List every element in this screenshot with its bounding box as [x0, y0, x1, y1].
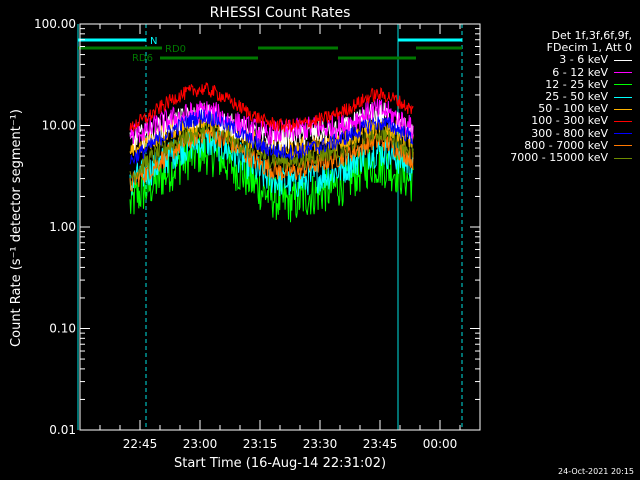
x-tick-label: 00:00	[423, 437, 458, 451]
legend-swatch	[614, 96, 632, 98]
legend-header-line2: FDecim 1, Att 0	[546, 41, 632, 55]
x-tick-label: 22:45	[123, 437, 158, 451]
y-tick-label: 100.00	[34, 17, 76, 31]
legend-swatch	[614, 157, 632, 159]
legend-item-label: 300 - 800 keV	[531, 126, 608, 140]
y-tick-label: 10.00	[42, 119, 76, 133]
legend-swatch	[614, 108, 632, 110]
x-tick-label: 23:45	[363, 437, 398, 451]
legend-item: 3 - 6 keV	[478, 54, 632, 66]
flag-bar-label: N	[150, 36, 157, 47]
legend-item: 800 - 7000 keV	[478, 138, 632, 152]
legend-item-label: 50 - 100 keV	[538, 102, 608, 116]
legend-swatch	[614, 121, 632, 123]
legend-swatch	[614, 72, 632, 74]
flag-bar-label: RD6	[132, 53, 153, 64]
series-line	[129, 109, 414, 165]
legend: Det 1f,3f,6f,9f, FDecim 1, Att 0 3 - 6 k…	[478, 29, 632, 165]
axes-layer: 100.00 10.00 1.00 0.10 0.01 22:45 23:00 23:15 23…	[34, 17, 480, 451]
flag-bar-label: RD0	[165, 44, 186, 55]
vertical-markers-layer	[77, 24, 463, 430]
legend-item-label: 25 - 50 keV	[545, 90, 608, 104]
y-tick-label: 0.01	[49, 423, 76, 437]
chart-title: RHESSI Count Rates	[210, 5, 351, 21]
legend-item-label: 7000 - 15000 keV	[510, 151, 608, 165]
x-tick-label: 23:30	[303, 437, 338, 451]
legend-item-label: 3 - 6 keV	[559, 53, 608, 67]
legend-item: 12 - 25 keV	[478, 77, 632, 91]
x-tick-label: 23:00	[183, 437, 218, 451]
legend-item: 100 - 300 keV	[478, 115, 632, 127]
legend-item-label: 6 - 12 keV	[552, 65, 608, 79]
x-axis-label: Start Time (16-Aug-14 22:31:02)	[174, 456, 386, 471]
legend-header-line1: Det 1f,3f,6f,9f,	[551, 29, 632, 42]
series-layer	[129, 82, 414, 223]
y-axis-label: Count Rate (s⁻¹ detector segment⁻¹)	[9, 109, 24, 347]
legend-swatch	[614, 84, 632, 86]
timestamp: 24-Oct-2021 20:15	[558, 467, 634, 476]
series-line	[129, 82, 414, 133]
plot-frame	[79, 23, 481, 431]
legend-swatch	[614, 60, 632, 61]
legend-item-label: 100 - 300 keV	[531, 114, 608, 128]
y-tick-label: 1.00	[49, 220, 76, 234]
legend-item: 50 - 100 keV	[478, 103, 632, 115]
legend-item: 7000 - 15000 keV	[478, 151, 632, 165]
legend-swatch	[614, 145, 632, 147]
legend-item-label: 12 - 25 keV	[545, 77, 608, 91]
y-tick-label: 0.10	[49, 322, 76, 336]
legend-item: 25 - 50 keV	[478, 90, 632, 104]
x-tick-label: 23:15	[243, 437, 278, 451]
legend-swatch	[614, 133, 632, 135]
legend-item: 6 - 12 keV	[478, 65, 632, 79]
legend-item-label: 800 - 7000 keV	[524, 138, 608, 152]
legend-item: 300 - 800 keV	[478, 126, 632, 140]
flag-bars-layer: N RD0 RD6	[78, 36, 462, 64]
